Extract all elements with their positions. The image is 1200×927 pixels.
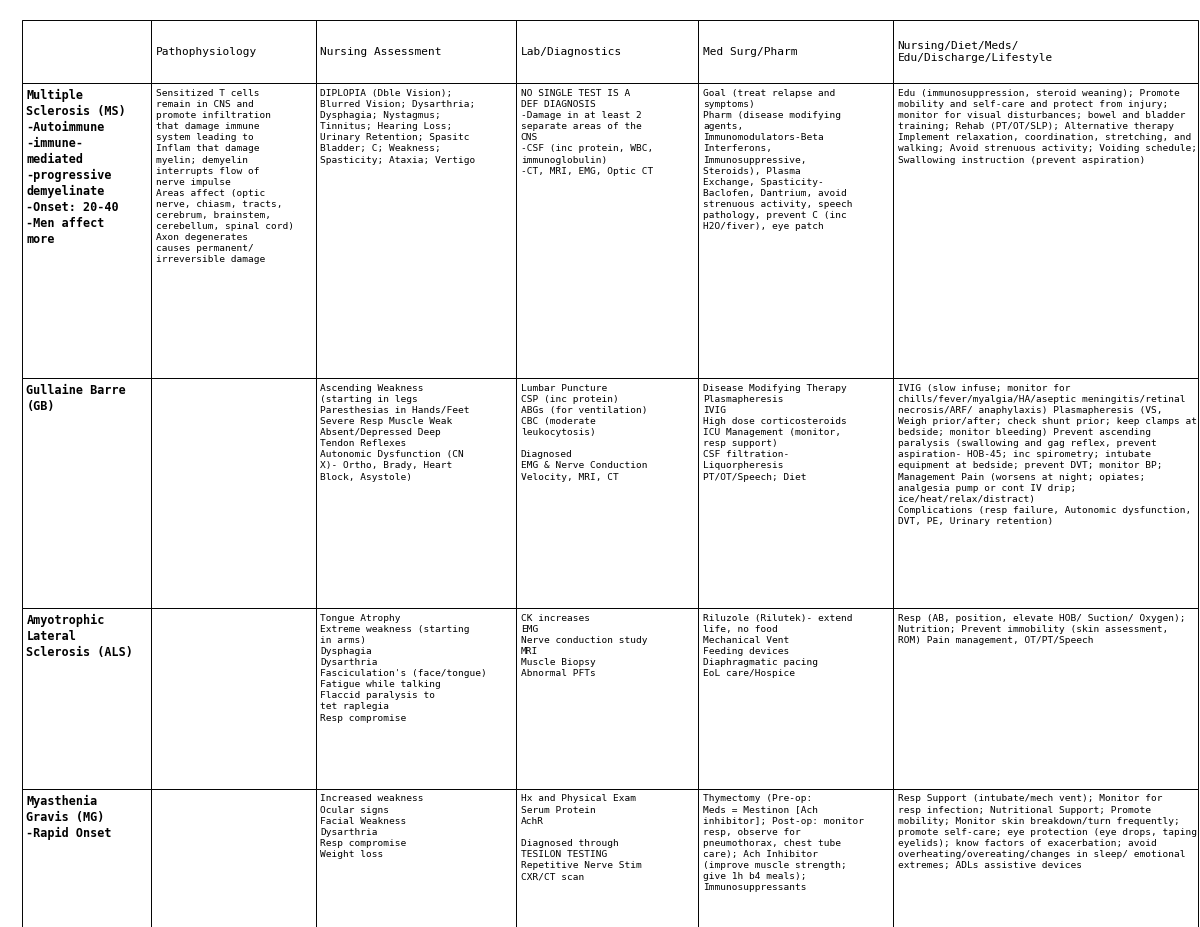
- Bar: [22, 378, 151, 608]
- Text: CK increases
EMG
Nerve conduction study
MRI
Muscle Biopsy
Abnormal PFTs: CK increases EMG Nerve conduction study …: [521, 614, 647, 679]
- Text: Nursing/Diet/Meds/
Edu/Discharge/Lifestyle: Nursing/Diet/Meds/ Edu/Discharge/Lifesty…: [898, 41, 1052, 63]
- Text: Myasthenia
Gravis (MG)
-Rapid Onset: Myasthenia Gravis (MG) -Rapid Onset: [26, 794, 112, 840]
- Text: Pathophysiology: Pathophysiology: [156, 47, 257, 57]
- Bar: [516, 378, 698, 608]
- Text: Disease Modifying Therapy
Plasmapheresis
IVIG
High dose corticosteroids
ICU Mana: Disease Modifying Therapy Plasmapheresis…: [703, 384, 847, 482]
- Bar: [151, 789, 316, 927]
- Bar: [151, 608, 316, 789]
- Text: Increased weakness
Ocular signs
Facial Weakness
Dysarthria
Resp compromise
Weigh: Increased weakness Ocular signs Facial W…: [320, 794, 424, 859]
- Bar: [698, 789, 893, 927]
- Bar: [516, 789, 698, 927]
- Text: Tongue Atrophy
Extreme weakness (starting
in arms)
Dysphagia
Dysarthria
Fascicul: Tongue Atrophy Extreme weakness (startin…: [320, 614, 487, 722]
- Bar: [316, 789, 516, 927]
- Bar: [516, 83, 698, 378]
- Bar: [698, 83, 893, 378]
- Text: Thymectomy (Pre-op:
Meds = Mestinon [Ach
inhibitor]; Post-op: monitor
resp, obse: Thymectomy (Pre-op: Meds = Mestinon [Ach…: [703, 794, 864, 893]
- Bar: [893, 20, 1198, 83]
- Bar: [316, 608, 516, 789]
- Bar: [893, 608, 1198, 789]
- Bar: [698, 378, 893, 608]
- Bar: [22, 83, 151, 378]
- Bar: [316, 20, 516, 83]
- Text: Amyotrophic
Lateral
Sclerosis (ALS): Amyotrophic Lateral Sclerosis (ALS): [26, 614, 133, 659]
- Text: Resp (AB, position, elevate HOB/ Suction/ Oxygen);
Nutrition; Prevent immobility: Resp (AB, position, elevate HOB/ Suction…: [898, 614, 1186, 645]
- Bar: [893, 789, 1198, 927]
- Bar: [22, 20, 151, 83]
- Bar: [22, 608, 151, 789]
- Bar: [698, 608, 893, 789]
- Text: Edu (immunosuppression, steroid weaning); Promote
mobility and self-care and pro: Edu (immunosuppression, steroid weaning)…: [898, 89, 1196, 165]
- Text: Resp Support (intubate/mech vent); Monitor for
resp infection; Nutritional Suppo: Resp Support (intubate/mech vent); Monit…: [898, 794, 1196, 870]
- Text: Hx and Physical Exam
Serum Protein
AchR

Diagnosed through
TESILON TESTING
Repet: Hx and Physical Exam Serum Protein AchR …: [521, 794, 642, 882]
- Bar: [316, 378, 516, 608]
- Bar: [893, 83, 1198, 378]
- Text: Ascending Weakness
(starting in legs
Paresthesias in Hands/Feet
Severe Resp Musc: Ascending Weakness (starting in legs Par…: [320, 384, 470, 482]
- Text: Lab/Diagnostics: Lab/Diagnostics: [521, 47, 622, 57]
- Bar: [22, 789, 151, 927]
- Text: Med Surg/Pharm: Med Surg/Pharm: [703, 47, 798, 57]
- Text: Gullaine Barre
(GB): Gullaine Barre (GB): [26, 384, 126, 413]
- Bar: [893, 378, 1198, 608]
- Bar: [151, 20, 316, 83]
- Text: Nursing Assessment: Nursing Assessment: [320, 47, 442, 57]
- Text: Goal (treat relapse and
symptoms)
Pharm (disease modifying
agents,
Immunomodulat: Goal (treat relapse and symptoms) Pharm …: [703, 89, 853, 231]
- Text: Lumbar Puncture
CSP (inc protein)
ABGs (for ventilation)
CBC (moderate
leukocyto: Lumbar Puncture CSP (inc protein) ABGs (…: [521, 384, 647, 482]
- Bar: [516, 608, 698, 789]
- Text: Sensitized T cells
remain in CNS and
promote infiltration
that damage immune
sys: Sensitized T cells remain in CNS and pro…: [156, 89, 294, 264]
- Bar: [698, 20, 893, 83]
- Bar: [316, 83, 516, 378]
- Bar: [516, 20, 698, 83]
- Text: DIPLOPIA (Dble Vision);
Blurred Vision; Dysarthria;
Dysphagia; Nystagmus;
Tinnit: DIPLOPIA (Dble Vision); Blurred Vision; …: [320, 89, 475, 165]
- Bar: [151, 83, 316, 378]
- Text: IVIG (slow infuse; monitor for
chills/fever/myalgia/HA/aseptic meningitis/retina: IVIG (slow infuse; monitor for chills/fe…: [898, 384, 1196, 526]
- Text: Multiple
Sclerosis (MS)
-Autoimmune
-immune-
mediated
-progressive
demyelinate
-: Multiple Sclerosis (MS) -Autoimmune -imm…: [26, 89, 126, 247]
- Text: NO SINGLE TEST IS A
DEF DIAGNOSIS
-Damage in at least 2
separate areas of the
CN: NO SINGLE TEST IS A DEF DIAGNOSIS -Damag…: [521, 89, 653, 176]
- Bar: [151, 378, 316, 608]
- Text: Riluzole (Rilutek)- extend
life, no food
Mechanical Vent
Feeding devices
Diaphra: Riluzole (Rilutek)- extend life, no food…: [703, 614, 853, 679]
